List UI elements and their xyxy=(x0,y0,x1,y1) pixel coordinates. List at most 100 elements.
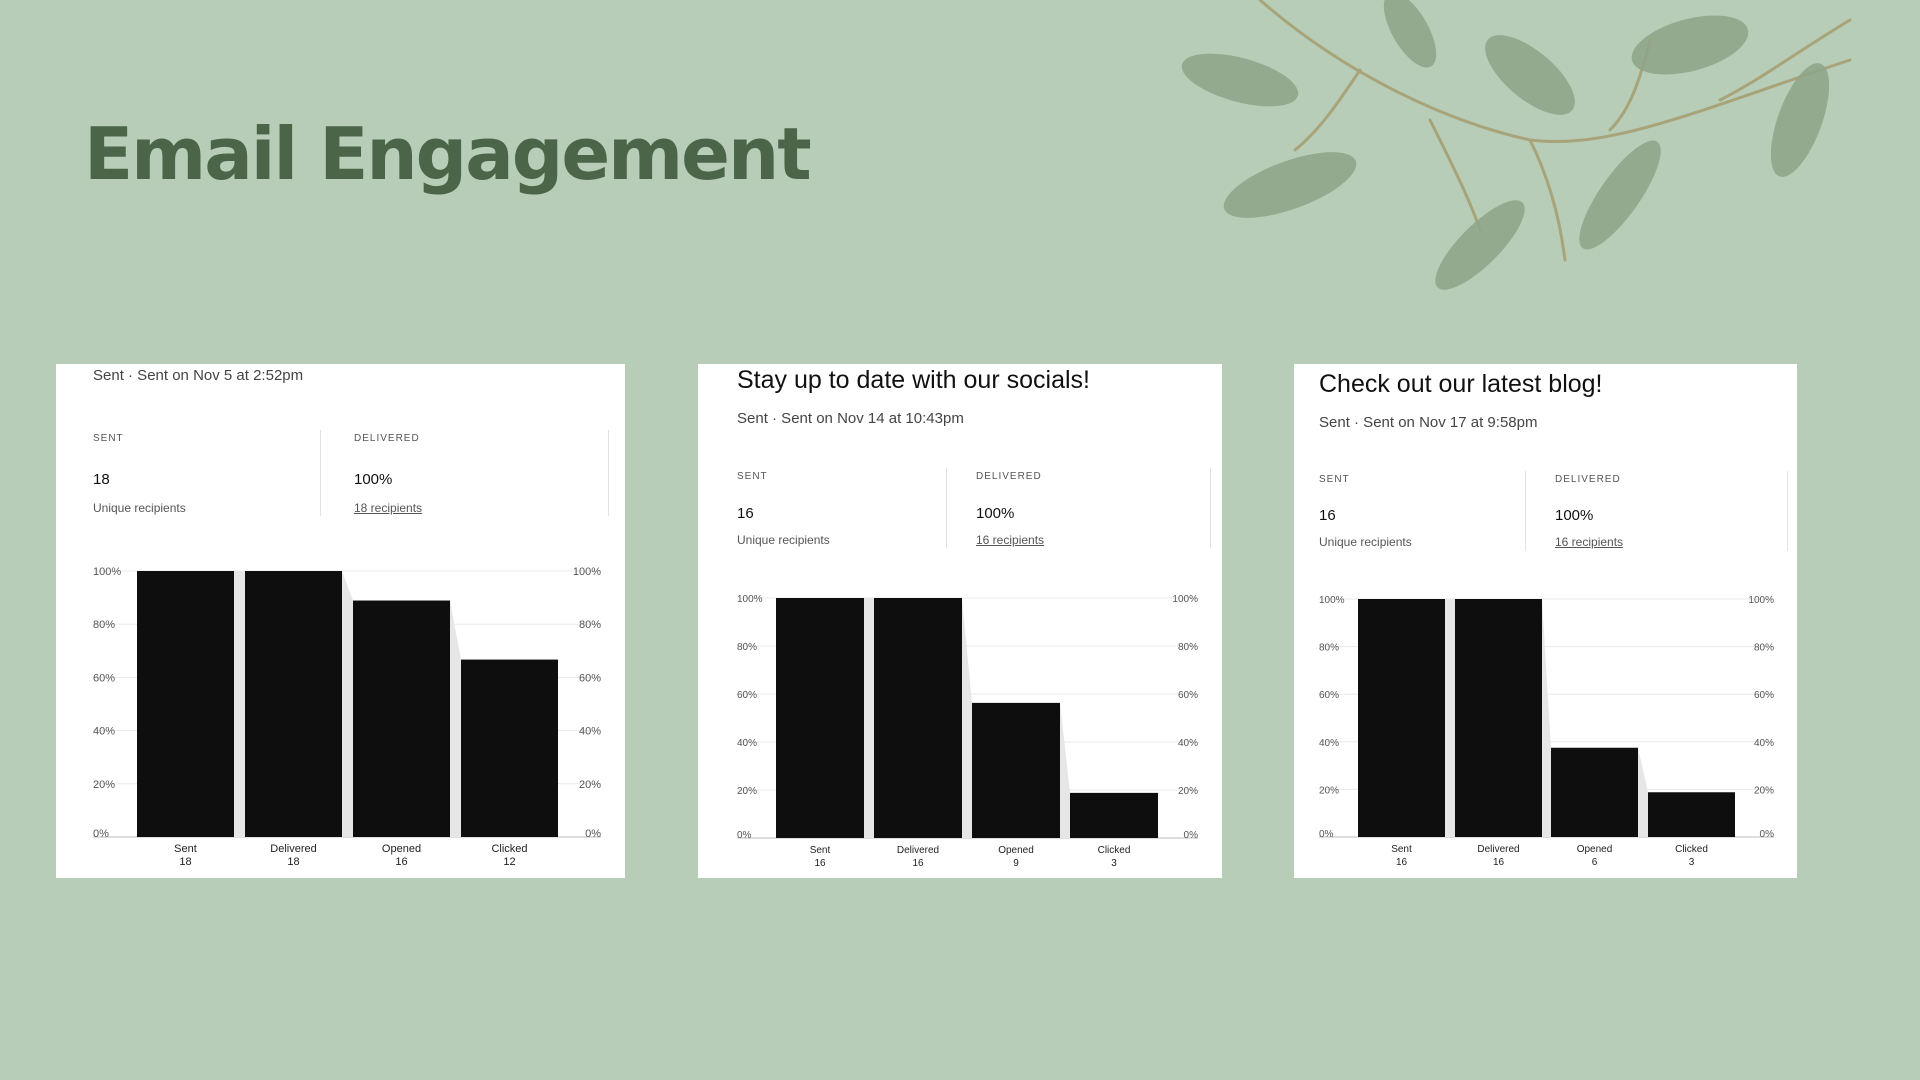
sent-value: 16 xyxy=(737,505,754,522)
x-category-label: Delivered xyxy=(897,845,939,856)
funnel-connector xyxy=(342,571,353,837)
funnel-connector xyxy=(234,571,245,837)
y-tick-label-left: 20% xyxy=(737,786,757,797)
y-tick-label-left: 60% xyxy=(93,672,115,684)
bar-clicked xyxy=(1070,792,1158,838)
stat-divider xyxy=(1525,471,1526,551)
stat-divider xyxy=(608,430,609,516)
bar-sent xyxy=(776,598,864,838)
y-tick-label-left: 100% xyxy=(1319,595,1345,606)
y-tick-label-left: 40% xyxy=(737,738,757,749)
stat-divider xyxy=(320,430,321,516)
x-category-label: Opened xyxy=(1577,844,1613,855)
funnel-connector xyxy=(450,600,461,837)
bar-opened xyxy=(353,600,450,837)
bar-delivered xyxy=(874,598,962,838)
y-tick-label-left: 100% xyxy=(93,566,121,578)
x-value-label: 12 xyxy=(503,856,515,868)
delivered-recipients-link[interactable]: 18 recipients xyxy=(354,501,423,515)
y-tick-label-left: 20% xyxy=(93,779,115,791)
delivered-recipients-link[interactable]: 16 recipients xyxy=(1555,535,1624,549)
x-category-label: Sent xyxy=(810,845,831,856)
y-tick-label-left: 40% xyxy=(93,726,115,738)
x-value-label: 6 xyxy=(1592,857,1598,868)
x-category-label: Opened xyxy=(998,845,1034,856)
x-value-label: 3 xyxy=(1111,858,1117,869)
y-tick-label-right: 0% xyxy=(585,828,601,840)
stat-divider xyxy=(946,468,947,548)
delivered-value: 100% xyxy=(354,471,393,488)
y-tick-label-left: 80% xyxy=(737,642,757,653)
delivered-recipients-link[interactable]: 16 recipients xyxy=(976,533,1045,547)
engagement-chart: 0% 0% 20% 20% 40% 40% 60% 60% 80% 80% 100% 100% Sent… xyxy=(93,566,601,868)
x-value-label: 16 xyxy=(395,856,407,868)
y-tick-label-right: 40% xyxy=(579,726,601,738)
sent-note: Unique recipients xyxy=(1319,535,1412,549)
funnel-connector xyxy=(962,598,972,838)
y-tick-label-left: 80% xyxy=(93,619,115,631)
y-tick-label-right: 0% xyxy=(1760,829,1775,840)
email-sent-date: Sent · Sent on Nov 5 at 2:52pm xyxy=(93,367,304,384)
x-category-label: Clicked xyxy=(1098,845,1131,856)
y-tick-label-right: 100% xyxy=(1172,594,1198,605)
x-value-label: 3 xyxy=(1689,857,1695,868)
y-tick-label-left: 60% xyxy=(1319,690,1339,701)
y-tick-label-left: 60% xyxy=(737,690,757,701)
bar-sent xyxy=(137,571,234,837)
y-tick-label-left: 100% xyxy=(737,594,763,605)
bar-delivered xyxy=(1455,599,1542,837)
y-tick-label-left: 40% xyxy=(1319,738,1339,749)
y-tick-label-left: 80% xyxy=(1319,643,1339,654)
bar-delivered xyxy=(245,571,342,837)
y-tick-label-left: 0% xyxy=(1319,829,1334,840)
x-category-label: Sent xyxy=(1391,844,1412,855)
sent-value: 18 xyxy=(93,471,110,488)
email-card-2: Stay up to date with our socials! Sent ·… xyxy=(698,364,1222,878)
y-tick-label-right: 60% xyxy=(1754,690,1774,701)
y-tick-label-left: 20% xyxy=(1319,785,1339,796)
y-tick-label-right: 40% xyxy=(1178,738,1198,749)
email-sent-date: Sent · Sent on Nov 17 at 9:58pm xyxy=(1319,414,1538,431)
email-card-1: Sent · Sent on Nov 5 at 2:52pm SENT 18 U… xyxy=(56,364,625,878)
x-value-label: 16 xyxy=(1396,857,1408,868)
funnel-connector xyxy=(864,598,874,838)
x-value-label: 16 xyxy=(814,858,826,869)
x-category-label: Clicked xyxy=(1675,844,1708,855)
y-tick-label-right: 80% xyxy=(1754,643,1774,654)
delivered-value: 100% xyxy=(976,505,1015,522)
y-tick-label-right: 80% xyxy=(579,619,601,631)
bar-clicked xyxy=(1648,792,1735,837)
y-tick-label-right: 20% xyxy=(579,779,601,791)
email-card-3: Check out our latest blog! Sent · Sent o… xyxy=(1294,364,1797,878)
funnel-connector xyxy=(1542,599,1551,837)
engagement-chart: 0% 0% 20% 20% 40% 40% 60% 60% 80% 80% 100% 100% Sent… xyxy=(737,594,1198,869)
x-value-label: 9 xyxy=(1013,858,1019,869)
y-tick-label-right: 20% xyxy=(1178,786,1198,797)
sent-value: 16 xyxy=(1319,507,1336,524)
y-tick-label-right: 100% xyxy=(573,566,601,578)
stat-divider xyxy=(1787,471,1788,551)
sent-note: Unique recipients xyxy=(737,533,830,547)
bar-clicked xyxy=(461,659,558,837)
x-value-label: 16 xyxy=(912,858,924,869)
sent-label: SENT xyxy=(93,433,124,444)
funnel-connector xyxy=(1638,747,1648,837)
bar-opened xyxy=(1551,747,1638,837)
email-title: Check out our latest blog! xyxy=(1319,370,1603,398)
x-category-label: Delivered xyxy=(270,843,316,855)
x-value-label: 18 xyxy=(287,856,299,868)
y-tick-label-left: 0% xyxy=(93,828,109,840)
engagement-chart: 0% 0% 20% 20% 40% 40% 60% 60% 80% 80% 100% 100% Sent… xyxy=(1319,595,1775,868)
email-sent-date: Sent · Sent on Nov 14 at 10:43pm xyxy=(737,410,964,427)
eucalyptus-branch-decoration xyxy=(1181,0,1852,290)
x-category-label: Sent xyxy=(174,843,197,855)
y-tick-label-right: 60% xyxy=(579,672,601,684)
funnel-connector xyxy=(1445,599,1455,837)
delivered-value: 100% xyxy=(1555,507,1594,524)
x-category-label: Delivered xyxy=(1477,844,1519,855)
delivered-label: DELIVERED xyxy=(976,471,1042,482)
x-category-label: Clicked xyxy=(491,843,527,855)
funnel-connector xyxy=(1060,702,1070,838)
sent-note: Unique recipients xyxy=(93,501,186,515)
y-tick-label-right: 60% xyxy=(1178,690,1198,701)
